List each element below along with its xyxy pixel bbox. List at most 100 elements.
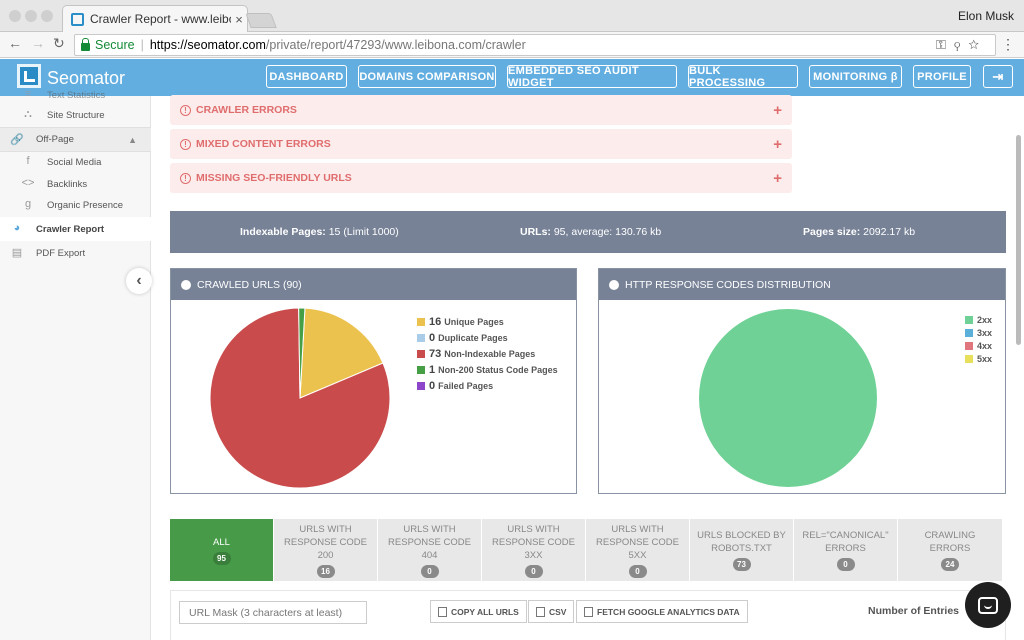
filter-tab-label: URLS WITH RESPONSE CODE 404: [388, 523, 471, 561]
browser-tab[interactable]: Crawler Report - www.leibona ×: [62, 5, 248, 32]
page-scrollbar[interactable]: [1016, 135, 1021, 345]
legend-swatch: [417, 350, 425, 358]
sidebar-item-crawler-report[interactable]: ◕ Crawler Report: [0, 217, 151, 241]
count-badge: 95: [212, 551, 231, 565]
browser-menu-icon[interactable]: ⋮: [1001, 36, 1015, 52]
filter-tab[interactable]: ALL 95: [170, 519, 274, 581]
chat-icon: [978, 596, 998, 614]
sidebar: ≡ Text Statistics ⛬ Site Structure 🔗 Off-Pa…: [0, 90, 151, 640]
reload-icon[interactable]: ↻: [53, 35, 65, 51]
pdf-icon: ▤: [11, 247, 23, 259]
sidebar-item-social-media[interactable]: f Social Media: [0, 151, 151, 173]
filter-tab[interactable]: URLS WITH RESPONSE CODE 404 0: [378, 519, 482, 581]
filter-tab[interactable]: REL="CANONICAL" ERRORS 0: [794, 519, 898, 581]
pie-chart-icon: ◕: [13, 222, 21, 234]
forward-icon[interactable]: →: [31, 35, 45, 51]
sidebar-item-organic-presence[interactable]: g Organic Presence: [0, 194, 151, 216]
crawled-urls-pie-chart: [209, 307, 391, 489]
filter-tab-label: URLS WITH RESPONSE CODE 5XX: [596, 523, 679, 561]
chart-icon: [584, 606, 593, 617]
legend-item: 5xx: [965, 354, 992, 364]
minimize-window-dot[interactable]: [25, 10, 37, 22]
url-path: /private/report/47293/www.leibona.com/cr…: [265, 38, 526, 52]
legend-value: 73: [429, 348, 442, 360]
close-tab-icon[interactable]: ×: [235, 11, 243, 27]
lock-icon: [81, 37, 90, 51]
nav-embedded-widget[interactable]: EMBEDDED SEO AUDIT WIDGET: [507, 65, 677, 89]
csv-button[interactable]: CSV: [528, 600, 575, 623]
copy-all-urls-button[interactable]: COPY ALL URLS: [430, 600, 527, 623]
legend-label: 5xx: [977, 354, 993, 364]
chat-button[interactable]: [965, 582, 1011, 628]
maximize-window-dot[interactable]: [41, 10, 53, 22]
count-badge: 24: [941, 558, 959, 571]
logo-text[interactable]: Seomator: [47, 68, 126, 88]
nav-profile[interactable]: PROFILE: [913, 65, 971, 88]
close-window-dot[interactable]: [9, 10, 21, 22]
logout-icon[interactable]: ⇥: [983, 65, 1013, 88]
sidebar-item-text-statistics[interactable]: ≡ Text Statistics: [0, 90, 151, 100]
legend-label: Non-200 Status Code Pages: [438, 365, 558, 375]
legend-label: Failed Pages: [438, 381, 494, 391]
alert-icon: !: [180, 138, 191, 150]
filter-tab[interactable]: URLS WITH RESPONSE CODE 5XX 0: [586, 519, 690, 581]
legend-item: 0 Duplicate Pages: [417, 332, 508, 344]
filter-tab[interactable]: URLS BLOCKED BY ROBOTS.TXT 73: [690, 519, 794, 581]
filter-tab[interactable]: URLS WITH RESPONSE CODE 3XX 0: [482, 519, 586, 581]
filter-tab[interactable]: URLS WITH RESPONSE CODE 200 16: [274, 519, 378, 581]
sidebar-item-off-page[interactable]: 🔗 Off-Page ▲: [0, 127, 151, 152]
pie-slice-non-200-status-code-pages[interactable]: [298, 307, 306, 399]
pie-slice-unique-pages[interactable]: [299, 307, 384, 399]
filter-tab-label: URLS WITH RESPONSE CODE 200: [284, 523, 367, 561]
url-field[interactable]: Secure | https://seomator.com /private/r…: [74, 34, 996, 56]
back-icon[interactable]: ←: [8, 35, 22, 51]
expand-icon[interactable]: +: [773, 135, 782, 153]
count-badge: 0: [524, 564, 543, 578]
nav-bulk-processing[interactable]: BULK PROCESSING: [688, 65, 798, 89]
crawler-errors-row[interactable]: ! CRAWLER ERRORS +: [170, 95, 792, 125]
nav-domains-comparison[interactable]: DOMAINS COMPARISON: [358, 65, 496, 88]
legend-value: 16: [429, 316, 442, 328]
address-bar-row: ← → ↻ Secure | https://seomator.com /pri…: [0, 32, 1024, 58]
filter-tab-label: ALL: [213, 536, 230, 548]
filter-tab[interactable]: CRAWLING ERRORS 24: [898, 519, 1003, 581]
facebook-icon: f: [26, 155, 30, 167]
file-icon: [536, 606, 545, 617]
expand-icon[interactable]: +: [773, 169, 782, 187]
copy-icon: [438, 606, 447, 617]
panel-header: HTTP RESPONSE CODES DISTRIBUTION: [599, 269, 1005, 300]
expand-icon[interactable]: +: [773, 101, 782, 119]
panel-header: CRAWLED URLS (90): [171, 269, 576, 300]
http-response-panel: HTTP RESPONSE CODES DISTRIBUTION 2xx 3xx 4…: [598, 268, 1006, 494]
nav-monitoring[interactable]: MONITORING β: [809, 65, 902, 88]
missing-seo-urls-row[interactable]: ! MISSING SEO-FRIENDLY URLS +: [170, 163, 792, 193]
seomator-logo-icon[interactable]: [17, 64, 41, 88]
pie-slice-2xx[interactable]: [699, 309, 877, 487]
legend-item: 2xx: [965, 315, 992, 325]
alert-icon: !: [180, 172, 191, 184]
sidebar-item-backlinks[interactable]: <> Backlinks: [21, 177, 88, 190]
legend-swatch: [417, 318, 425, 326]
key-icon[interactable]: ⚿: [936, 37, 954, 52]
legend-swatch: [965, 329, 973, 337]
pie-chart-icon: [609, 279, 619, 290]
collapse-sidebar-button[interactable]: ‹: [126, 268, 152, 294]
google-icon: g: [24, 198, 32, 210]
legend-item: 73 Non-Indexable Pages: [417, 348, 535, 360]
sidebar-item-pdf-export[interactable]: ▤ PDF Export: [11, 247, 86, 259]
new-tab-button[interactable]: [245, 13, 277, 28]
url-separator: |: [140, 38, 144, 52]
zoom-icon[interactable]: ⚲: [953, 37, 969, 52]
star-icon[interactable]: ☆: [968, 37, 987, 52]
stat-urls: URLs: 95, average: 130.76 kb: [520, 226, 662, 238]
legend-label: 4xx: [977, 341, 993, 351]
legend-label: 2xx: [977, 315, 993, 325]
mixed-content-errors-row[interactable]: ! MIXED CONTENT ERRORS +: [170, 129, 792, 159]
sidebar-item-site-structure[interactable]: ⛬ Site Structure: [0, 104, 151, 126]
url-mask-input[interactable]: URL Mask (3 characters at least): [179, 601, 367, 624]
browser-user[interactable]: Elon Musk: [957, 9, 1014, 23]
site-header: Seomator DASHBOARD DOMAINS COMPARISON EM…: [0, 59, 1024, 96]
nav-dashboard[interactable]: DASHBOARD: [266, 65, 347, 88]
count-badge: 0: [628, 564, 647, 578]
fetch-ga-button[interactable]: FETCH GOOGLE ANALYTICS DATA: [576, 600, 748, 623]
